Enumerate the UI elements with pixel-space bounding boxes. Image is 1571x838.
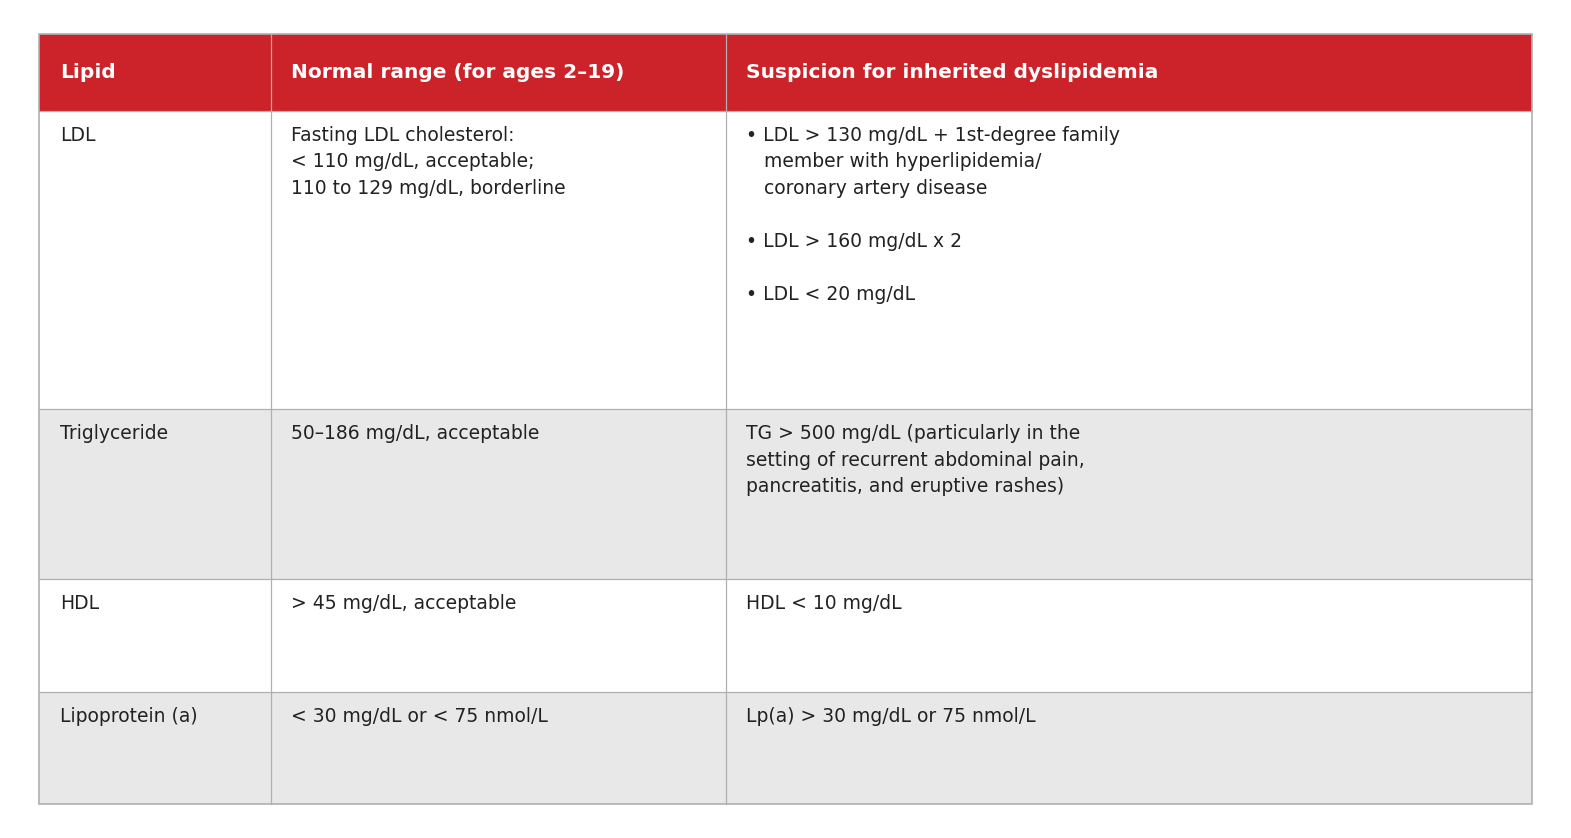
Text: TG > 500 mg/dL (particularly in the
setting of recurrent abdominal pain,
pancrea: TG > 500 mg/dL (particularly in the sett… xyxy=(746,424,1086,496)
Bar xyxy=(39,111,270,409)
Bar xyxy=(726,691,1532,804)
Bar xyxy=(726,34,1532,111)
Bar xyxy=(726,409,1532,578)
Bar xyxy=(39,34,270,111)
Text: Lp(a) > 30 mg/dL or 75 nmol/L: Lp(a) > 30 mg/dL or 75 nmol/L xyxy=(746,706,1035,726)
Text: < 30 mg/dL or < 75 nmol/L: < 30 mg/dL or < 75 nmol/L xyxy=(291,706,548,726)
Bar xyxy=(270,578,726,691)
Bar xyxy=(270,409,726,578)
Bar xyxy=(39,578,270,691)
Text: Fasting LDL cholesterol:
< 110 mg/dL, acceptable;
110 to 129 mg/dL, borderline: Fasting LDL cholesterol: < 110 mg/dL, ac… xyxy=(291,126,566,198)
Bar xyxy=(39,409,270,578)
Bar xyxy=(726,578,1532,691)
Text: Lipid: Lipid xyxy=(60,63,115,81)
Text: Triglyceride: Triglyceride xyxy=(60,424,168,443)
Bar xyxy=(270,34,726,111)
Bar xyxy=(270,111,726,409)
Bar xyxy=(726,111,1532,409)
Text: HDL < 10 mg/dL: HDL < 10 mg/dL xyxy=(746,593,902,613)
Text: Normal range (for ages 2–19): Normal range (for ages 2–19) xyxy=(291,63,624,81)
Bar xyxy=(39,691,270,804)
Text: Lipoprotein (a): Lipoprotein (a) xyxy=(60,706,198,726)
Text: LDL: LDL xyxy=(60,126,96,145)
Text: Suspicion for inherited dyslipidemia: Suspicion for inherited dyslipidemia xyxy=(746,63,1158,81)
Bar xyxy=(270,691,726,804)
Text: HDL: HDL xyxy=(60,593,99,613)
Text: • LDL > 130 mg/dL + 1st-degree family
   member with hyperlipidemia/
   coronary: • LDL > 130 mg/dL + 1st-degree family me… xyxy=(746,126,1120,303)
Text: 50–186 mg/dL, acceptable: 50–186 mg/dL, acceptable xyxy=(291,424,539,443)
Text: > 45 mg/dL, acceptable: > 45 mg/dL, acceptable xyxy=(291,593,517,613)
